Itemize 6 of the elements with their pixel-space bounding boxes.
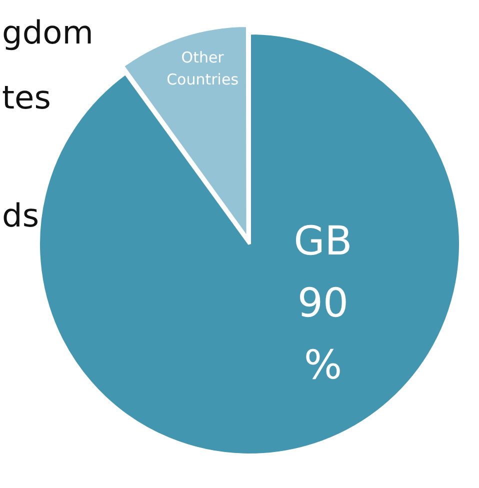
data-label: 90 % (298, 280, 348, 389)
slice-label: Other Countries (166, 48, 239, 88)
text: ds (2, 196, 39, 234)
text: gdom (2, 13, 94, 52)
slice-label: GB (294, 218, 352, 265)
text: tes (2, 78, 51, 116)
